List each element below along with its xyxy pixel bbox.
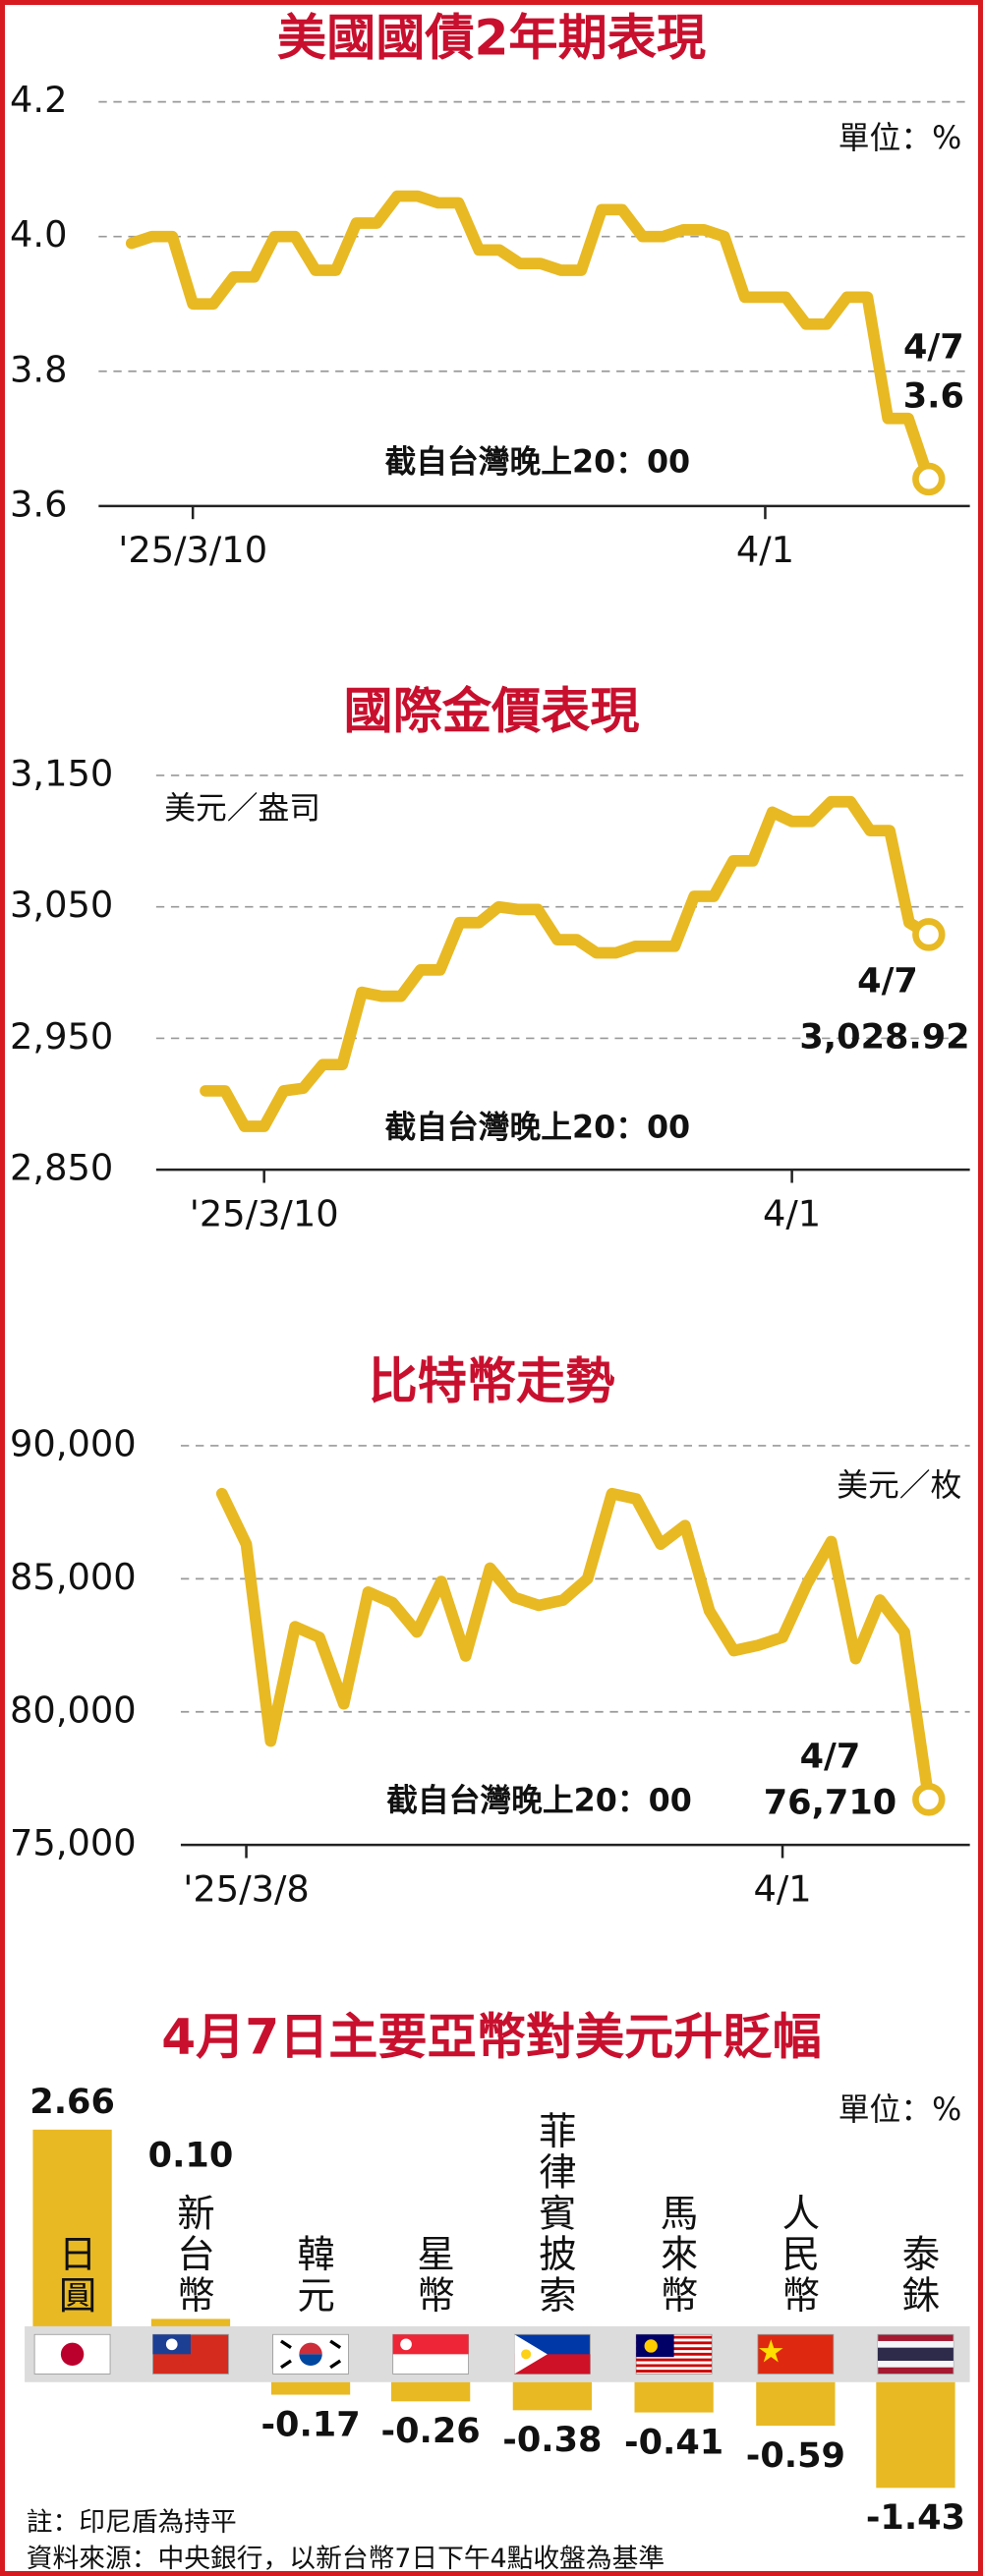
y-tick-label: 85,000: [10, 1556, 137, 1598]
chart-title: 4月7日主要亞幣對美元升貶幅: [161, 2008, 822, 2066]
line-series: [200, 795, 935, 1132]
x-tick-label: '25/3/10: [118, 529, 267, 571]
y-tick-label: 3,150: [10, 752, 113, 794]
x-tick-label: 4/1: [736, 529, 794, 571]
y-tick-label: 75,000: [10, 1822, 137, 1864]
y-tick-label: 3.6: [10, 483, 67, 525]
end-date: 4/7: [800, 1737, 861, 1777]
y-tick-label: 80,000: [10, 1689, 137, 1731]
y-tick-label: 3,050: [10, 884, 113, 926]
chart-title: 美國國債2年期表現: [277, 8, 706, 66]
y-tick-label: 4.0: [10, 213, 67, 256]
category-label: 泰銖: [896, 2234, 940, 2317]
value-label: -1.43: [866, 2497, 965, 2538]
category-label: 日圓: [52, 2234, 96, 2317]
bar: [150, 2318, 231, 2326]
bar: [634, 2381, 714, 2413]
flag-thailand: [877, 2333, 954, 2375]
x-tick-label: '25/3/8: [183, 1867, 309, 1910]
unit-label: 美元／枚: [837, 1468, 961, 1504]
value-label: -0.59: [746, 2435, 845, 2476]
value-label: -0.17: [260, 2404, 360, 2444]
chart-title: 比特幣走勢: [369, 1352, 615, 1410]
unit-label: 美元／盎司: [164, 791, 320, 827]
value-label: 2.66: [29, 2082, 115, 2122]
bar: [876, 2381, 955, 2489]
flag-singapore: [392, 2333, 470, 2375]
time-note: 截自台灣晚上20：00: [386, 1784, 692, 1819]
end-date: 4/7: [903, 326, 964, 367]
unit-label: 單位：%: [838, 2092, 961, 2128]
end-point: [912, 1783, 946, 1816]
flag-taiwan: [152, 2333, 229, 2375]
value-label: -0.41: [624, 2422, 723, 2462]
value-label: 3.6: [903, 376, 964, 417]
flag-philippines: [513, 2333, 591, 2375]
time-note: 截自台灣晚上20：00: [384, 1110, 690, 1145]
x-tick-label: 4/1: [763, 1192, 821, 1234]
bar: [390, 2381, 471, 2402]
flag-malaysia: [635, 2333, 713, 2375]
value-label: -0.26: [381, 2411, 481, 2451]
category-label: 人民幣: [776, 2194, 820, 2317]
time-note: 截自台灣晚上20：00: [384, 444, 690, 480]
line-series: [215, 1487, 935, 1805]
category-label: 菲律賓披索: [532, 2111, 576, 2317]
category-label: 新台幣: [170, 2194, 214, 2317]
bar: [270, 2381, 351, 2395]
category-label: 星幣: [411, 2234, 455, 2317]
flag-japan: [33, 2333, 111, 2375]
line-series: [125, 190, 935, 486]
end-point: [912, 918, 946, 951]
x-tick-label: '25/3/10: [190, 1192, 339, 1234]
bar: [756, 2381, 836, 2427]
footnote: 註：印尼盾為持平: [27, 2507, 237, 2538]
bar: [512, 2381, 593, 2411]
y-tick-label: 4.2: [10, 79, 67, 121]
y-tick-label: 3.8: [10, 348, 67, 390]
footnote: 資料來源：中央銀行，以新台幣7日下午4點收盤為基準: [27, 2544, 665, 2574]
y-tick-label: 2,850: [10, 1147, 113, 1189]
unit-label: 單位：%: [838, 121, 961, 156]
x-tick-label: 4/1: [753, 1867, 811, 1910]
value-label: 0.10: [148, 2136, 234, 2176]
y-tick-label: 90,000: [10, 1422, 137, 1464]
value-label: 3,028.92: [799, 1016, 969, 1057]
flag-korea: [272, 2333, 349, 2375]
y-tick-label: 2,950: [10, 1015, 113, 1058]
flags: [33, 2333, 954, 2375]
value-label: 76,710: [764, 1782, 896, 1822]
chart-title: 國際金價表現: [344, 682, 640, 740]
end-point: [912, 462, 946, 496]
category-label: 馬來幣: [654, 2194, 698, 2317]
category-label: 韓元: [291, 2234, 335, 2317]
flag-china: [757, 2333, 835, 2375]
bar: [32, 2129, 112, 2326]
value-label: -0.38: [502, 2420, 602, 2460]
end-date: 4/7: [857, 961, 918, 1002]
